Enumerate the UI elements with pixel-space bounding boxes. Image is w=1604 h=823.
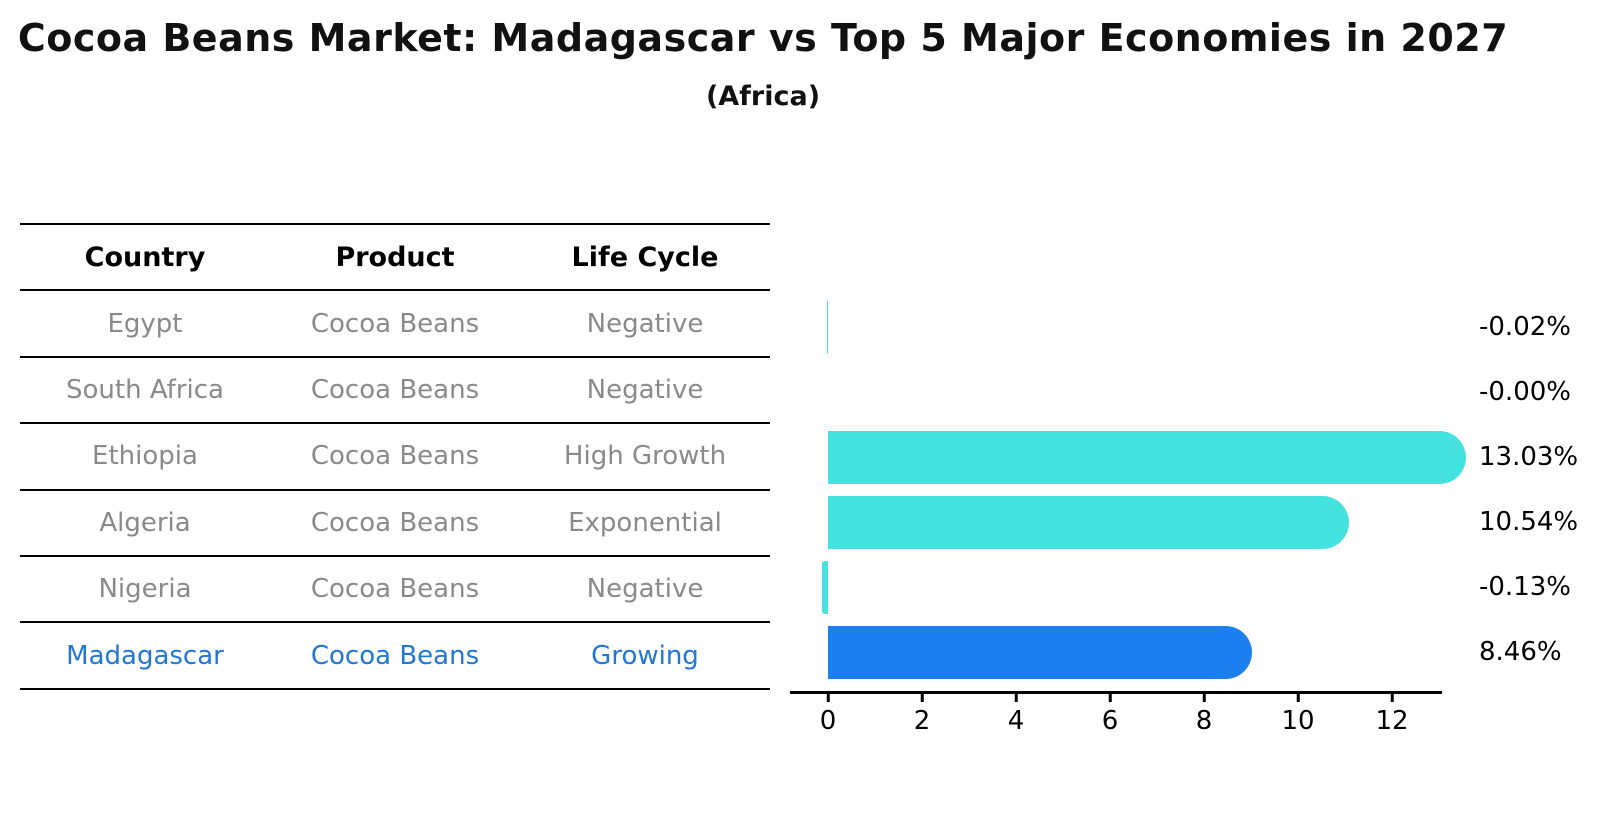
bar-nigeria	[821, 560, 828, 614]
cell-country: Egypt	[107, 308, 183, 339]
cell-life-cycle: High Growth	[563, 441, 727, 472]
value-label-algeria: 10.54%	[1479, 507, 1579, 537]
cell-life-cycle: Negative	[586, 574, 704, 605]
bar-ethiopia	[828, 430, 1467, 484]
cell-product: Cocoa Beans	[310, 374, 480, 405]
x-tick-label: 4	[1007, 706, 1025, 736]
table-row-ethiopia: Ethiopia Cocoa Beans High Growth	[20, 422, 770, 488]
x-tick-mark	[1296, 691, 1300, 702]
cell-country: Madagascar	[66, 640, 224, 671]
x-tick-label: 10	[1281, 706, 1315, 736]
value-label-egypt: -0.02%	[1479, 312, 1571, 342]
x-tick-mark	[826, 691, 830, 702]
cell-life-cycle: Exponential	[568, 507, 722, 538]
chart-title: Cocoa Beans Market: Madagascar vs Top 5 …	[17, 16, 1509, 60]
x-tick-mark	[1014, 691, 1018, 702]
cell-life-cycle: Negative	[586, 374, 704, 405]
x-tick-label: 12	[1375, 706, 1409, 736]
cell-product: Cocoa Beans	[310, 441, 480, 472]
cell-product: Product	[335, 241, 455, 273]
comparison-table: Country Product Life Cycle Egypt Cocoa Beans…	[20, 223, 770, 690]
x-tick-mark	[920, 691, 924, 702]
cell-country: South Africa	[66, 374, 224, 405]
x-tick-label: 0	[819, 706, 837, 736]
cell-product: Cocoa Beans	[310, 507, 480, 538]
cell-life-cycle: Growing	[591, 640, 699, 671]
x-tick-mark	[1108, 691, 1112, 702]
bar-algeria	[828, 495, 1350, 549]
cell-country: Nigeria	[98, 574, 192, 605]
value-label-nigeria: -0.13%	[1479, 572, 1571, 602]
table-row-header: Country Product Life Cycle	[20, 223, 770, 289]
x-tick-mark	[1390, 691, 1394, 702]
table-row-south-africa: South Africa Cocoa Beans Negative	[20, 355, 770, 422]
x-tick-label: 6	[1101, 706, 1119, 736]
cell-country: Algeria	[99, 507, 191, 538]
cell-country: Country	[84, 241, 206, 273]
table-row-egypt: Egypt Cocoa Beans Negative	[20, 289, 770, 355]
x-tick-mark	[1202, 691, 1206, 702]
table-row-madagascar: Madagascar Cocoa Beans Growing	[20, 621, 770, 687]
value-label-south-africa: -0.00%	[1479, 377, 1571, 407]
chart-subtitle: (Africa)	[705, 81, 821, 112]
cell-product: Cocoa Beans	[310, 574, 480, 605]
bar-madagascar	[828, 625, 1252, 679]
x-tick-label: 8	[1195, 706, 1213, 736]
table-row-algeria: Algeria Cocoa Beans Exponential	[20, 488, 770, 555]
value-label-madagascar: 8.46%	[1479, 637, 1562, 667]
value-label-ethiopia: 13.03%	[1479, 442, 1579, 472]
cell-product: Cocoa Beans	[310, 308, 480, 339]
bar-egypt	[827, 300, 828, 354]
cell-life-cycle: Life Cycle	[571, 241, 719, 273]
cell-country: Ethiopia	[92, 441, 198, 472]
table-row-nigeria: Nigeria Cocoa Beans Negative	[20, 554, 770, 621]
cell-life-cycle: Negative	[586, 308, 704, 339]
cell-product: Cocoa Beans	[310, 640, 480, 671]
x-tick-label: 2	[913, 706, 931, 736]
x-axis-line	[790, 691, 1442, 694]
